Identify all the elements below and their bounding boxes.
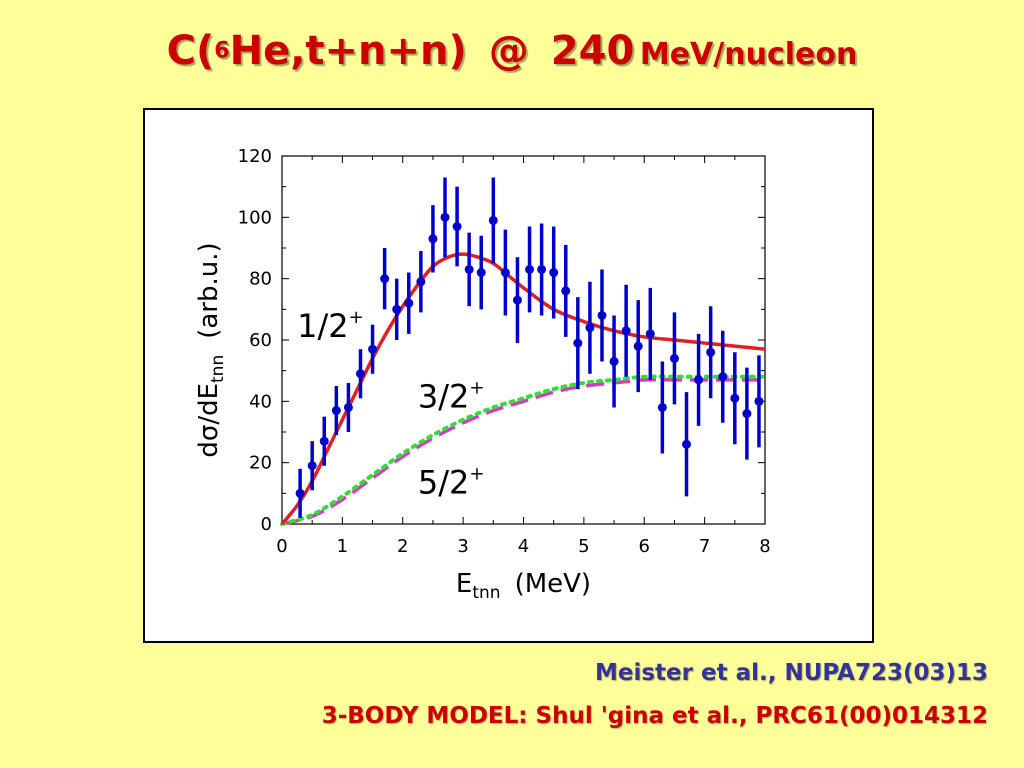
data-point	[597, 310, 607, 320]
data-point	[428, 234, 438, 244]
x-axis-label: Etnn (MeV)	[456, 569, 591, 603]
data-point	[633, 341, 643, 351]
data-point	[694, 375, 704, 385]
state-label: 3/2+	[418, 377, 485, 415]
title-superscript: 6	[214, 38, 230, 64]
x-tick-label: 4	[518, 536, 529, 557]
state-label: 1/2+	[297, 307, 364, 345]
data-point	[537, 264, 547, 274]
data-point	[368, 344, 378, 354]
data-point	[512, 295, 522, 305]
data-point	[476, 268, 486, 278]
x-tick-label: 8	[759, 536, 770, 557]
x-tick-label: 7	[699, 536, 710, 557]
y-tick-label: 40	[249, 391, 272, 412]
y-tick-label: 20	[249, 453, 272, 474]
title-unit: MeV/nucleon	[639, 37, 858, 72]
data-point	[645, 329, 655, 339]
data-point	[561, 286, 571, 296]
state-label: 5/2+	[418, 463, 485, 501]
data-point	[621, 326, 631, 336]
curve-five-half-plus	[281, 377, 765, 526]
plot-frame	[281, 155, 766, 525]
slide-title: C(6He,t+n+n) @240 MeV/nucleon	[0, 28, 1024, 74]
curve-three-half-plus	[280, 374, 767, 526]
x-tick-label: 6	[639, 536, 650, 557]
data-point	[355, 369, 365, 379]
data-point	[452, 222, 462, 232]
title-at: @	[488, 28, 529, 74]
data-point	[392, 304, 402, 314]
y-axis-label: dσ/dEtnn(arb.u.)	[194, 242, 228, 457]
data-point	[706, 347, 716, 357]
y-tick-label: 120	[238, 146, 272, 167]
y-tick-label: 60	[249, 330, 272, 351]
data-point	[295, 488, 305, 498]
x-tick-label: 1	[337, 536, 348, 557]
data-point	[343, 402, 353, 412]
x-tick-label: 2	[397, 536, 408, 557]
reference-model: 3-BODY MODEL: Shul 'gina et al., PRC61(0…	[321, 703, 988, 729]
data-point	[500, 268, 510, 278]
reference-experiment: Meister et al., NUPA723(03)13	[594, 660, 988, 686]
data-point	[718, 372, 728, 382]
x-tick-label: 3	[457, 536, 468, 557]
y-tick-label: 80	[249, 269, 272, 290]
data-point	[307, 461, 317, 471]
x-tick-label: 5	[578, 536, 589, 557]
data-point	[669, 353, 679, 363]
data-point	[404, 298, 414, 308]
data-point	[549, 268, 559, 278]
data-point	[319, 436, 329, 446]
data-point	[331, 406, 341, 416]
title-reaction: He,t+n+n)	[229, 28, 467, 74]
chart-panel: 0 1 2 3 4 5 6 7 8 0 20 40 60 80 100 120 Etnn (MeV) dσ/dEtn…	[143, 108, 874, 643]
data-point	[488, 215, 498, 225]
title-prefix: C(	[166, 28, 215, 74]
data-point	[754, 396, 764, 406]
title-energy: 240	[550, 28, 635, 74]
data-point	[585, 323, 595, 333]
y-tick-label: 100	[238, 207, 272, 228]
curve-half-plus	[280, 252, 766, 526]
data-point	[730, 393, 740, 403]
y-tick-label: 0	[261, 514, 272, 535]
data-point	[609, 356, 619, 366]
data-point	[525, 264, 535, 274]
data-point	[440, 212, 450, 222]
data-point	[416, 277, 426, 287]
data-point	[380, 274, 390, 284]
data-point	[573, 338, 583, 348]
data-point	[657, 402, 667, 412]
x-tick-label: 0	[276, 536, 287, 557]
data-point	[682, 439, 692, 449]
data-point	[742, 409, 752, 419]
data-point	[464, 264, 474, 274]
